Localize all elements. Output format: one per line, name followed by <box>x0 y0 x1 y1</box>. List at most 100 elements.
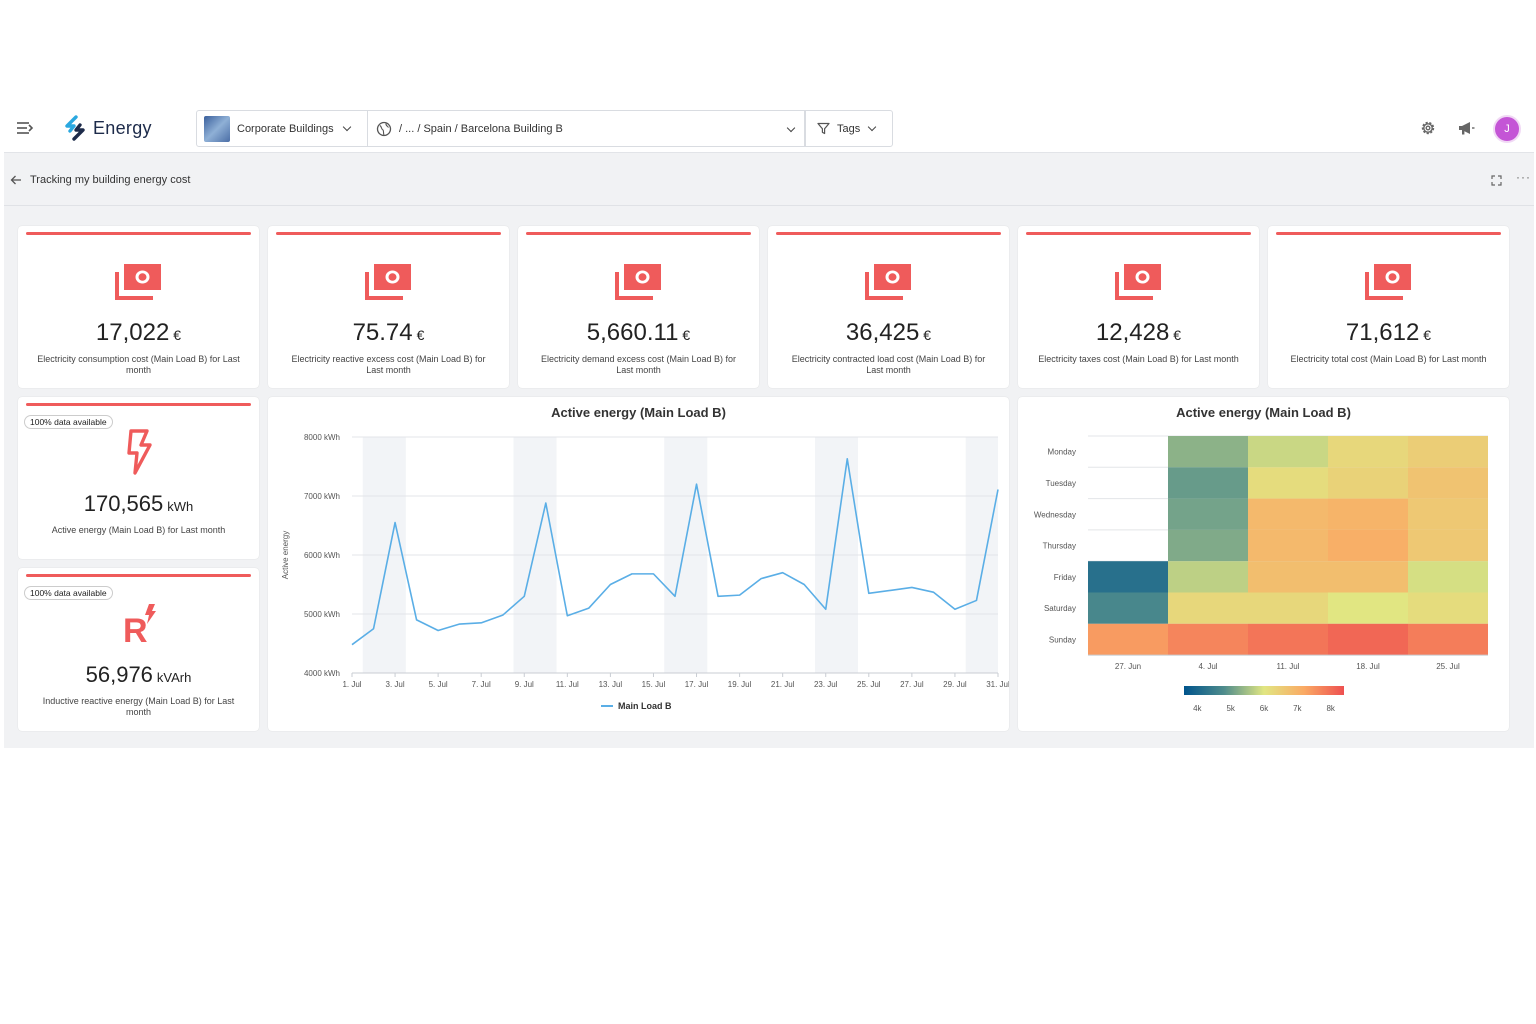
x-tick-label: 31. Jul <box>986 680 1009 689</box>
heatmap-cell <box>1168 467 1248 499</box>
x-tick-label: 13. Jul <box>599 680 623 689</box>
card-accent-bar <box>1026 232 1251 235</box>
y-tick-label: 6000 kWh <box>304 551 340 560</box>
heatmap-card: Active energy (Main Load B) Monday Tuesda… <box>1018 397 1509 731</box>
kpi-card[interactable]: 5,660.11 € Electricity demand excess cost… <box>518 226 759 388</box>
kpi-card[interactable]: 71,612 € Electricity total cost (Main Loa… <box>1268 226 1509 388</box>
kpi-value: 5,660.11 € <box>586 319 691 346</box>
logo-icon <box>65 115 85 141</box>
money-stack-icon <box>114 264 161 300</box>
energy-value: 56,976 kVArh <box>85 662 192 687</box>
lightning-icon <box>126 429 152 475</box>
color-scale-label: 5k <box>1226 704 1235 713</box>
heatmap-cell <box>1248 529 1328 562</box>
kpi-value: 12,428 € <box>1095 319 1182 346</box>
location-path: / ... / Spain / Barcelona Building B <box>399 122 563 135</box>
heatmap-cell <box>1168 561 1248 593</box>
organization-label: Corporate Buildings <box>237 122 334 135</box>
kpi-value: 36,425 € <box>845 319 932 346</box>
money-stack-icon <box>1364 264 1411 300</box>
heatmap-cell <box>1408 561 1488 593</box>
menu-toggle-icon[interactable] <box>16 120 34 136</box>
energy-card[interactable]: 100% data available 170,565 kWh Active en… <box>18 397 259 559</box>
more-options-icon[interactable]: ··· <box>1516 170 1531 184</box>
x-tick-label: 17. Jul <box>685 680 709 689</box>
kpi-card[interactable]: 17,022 € Electricity consumption cost (Ma… <box>18 226 259 388</box>
kpi-value: 75.74 € <box>352 319 425 346</box>
heatmap-chart: Monday Tuesday Wednesday Thursday Friday Satu… <box>1034 435 1488 713</box>
heatmap-cell <box>1248 623 1328 656</box>
x-tick-label: 27. Jul <box>900 680 924 689</box>
x-tick-label: 23. Jul <box>814 680 838 689</box>
heatmap-cell <box>1248 498 1328 530</box>
data-availability-badge: 100% data available <box>24 586 113 600</box>
back-arrow-icon[interactable] <box>10 174 22 186</box>
kpi-value: 71,612 € <box>1345 319 1432 346</box>
heatmap-cell <box>1248 561 1328 593</box>
kpi-card[interactable]: 75.74 € Electricity reactive excess cost … <box>268 226 509 388</box>
heatmap-col-label: 11. Jul <box>1277 662 1300 671</box>
energy-card[interactable]: 100% data available R 56,976 kVArh Induct… <box>18 568 259 731</box>
color-scale-label: 8k <box>1326 704 1335 713</box>
x-tick-label: 5. Jul <box>429 680 448 689</box>
heatmap-col-label: 18. Jul <box>1356 662 1380 671</box>
fullscreen-icon[interactable] <box>1491 175 1502 186</box>
x-tick-label: 11. Jul <box>556 680 579 689</box>
heatmap-cell <box>1248 436 1328 468</box>
heatmap-col-label: 4. Jul <box>1198 662 1217 671</box>
user-avatar[interactable]: J <box>1493 115 1521 143</box>
page-title: Tracking my building energy cost <box>30 174 191 186</box>
y-tick-label: 7000 kWh <box>304 492 340 501</box>
card-accent-bar <box>526 232 751 235</box>
kpi-card[interactable]: 36,425 € Electricity contracted load cost… <box>768 226 1009 388</box>
heatmap-cell <box>1248 592 1328 624</box>
app-logo[interactable]: Energy <box>62 114 152 142</box>
y-tick-label: 8000 kWh <box>304 433 340 442</box>
tags-filter[interactable]: Tags <box>805 110 893 147</box>
location-selector[interactable]: / ... / Spain / Barcelona Building B <box>367 110 805 147</box>
filter-icon <box>817 122 830 135</box>
gear-icon[interactable] <box>1419 119 1437 137</box>
heatmap-cell <box>1328 561 1408 593</box>
card-accent-bar <box>26 574 251 577</box>
color-scale-label: 4k <box>1193 704 1202 713</box>
heatmap-cell <box>1248 467 1328 499</box>
organization-selector[interactable]: Corporate Buildings <box>196 110 368 147</box>
card-accent-bar <box>776 232 1001 235</box>
x-tick-label: 19. Jul <box>728 680 752 689</box>
heatmap-row-label: Wednesday <box>1034 510 1076 519</box>
energy-description: Inductive reactive energy (Main Load B) … <box>42 696 235 717</box>
heatmap-cell <box>1328 498 1408 530</box>
kpi-description: Electricity total cost (Main Load B) for… <box>1290 354 1487 364</box>
kpi-description: Electricity reactive excess cost (Main L… <box>291 354 486 375</box>
globe-icon <box>376 121 392 136</box>
color-scale-bar <box>1184 686 1344 695</box>
x-tick-label: 21. Jul <box>771 680 795 689</box>
line-chart-card: Active energy (Main Load B) 8000 kWh 7000… <box>268 397 1009 731</box>
top-bar: Energy Corporate Buildings / ... / Spain… <box>4 103 1534 153</box>
heatmap-cell <box>1328 467 1408 499</box>
x-tick-label: 3. Jul <box>386 680 405 689</box>
data-availability-badge: 100% data available <box>24 415 113 429</box>
y-tick-label: 4000 kWh <box>304 669 340 678</box>
kpi-card[interactable]: 12,428 € Electricity taxes cost (Main Loa… <box>1018 226 1259 388</box>
heatmap-col-label: 27. Jun <box>1115 662 1141 671</box>
megaphone-icon[interactable] <box>1457 119 1475 137</box>
reactive-energy-icon: R <box>123 604 156 646</box>
svg-text:R: R <box>123 612 148 646</box>
kpi-description: Electricity contracted load cost (Main L… <box>791 354 986 375</box>
heatmap-cell <box>1088 561 1168 593</box>
x-tick-label: 7. Jul <box>472 680 491 689</box>
heatmap-cell <box>1168 592 1248 624</box>
x-tick-label: 29. Jul <box>943 680 967 689</box>
heatmap-row-label: Monday <box>1048 448 1076 457</box>
heatmap-cell <box>1328 436 1408 468</box>
card-accent-bar <box>1276 232 1501 235</box>
heatmap-cell <box>1168 498 1248 530</box>
x-tick-label: 1. Jul <box>342 680 361 689</box>
heatmap-cell <box>1088 623 1168 656</box>
legend-label: Main Load B <box>618 701 672 711</box>
x-tick-label: 15. Jul <box>642 680 666 689</box>
kpi-description: Electricity taxes cost (Main Load B) for… <box>1038 354 1239 364</box>
tags-label: Tags <box>837 122 861 135</box>
